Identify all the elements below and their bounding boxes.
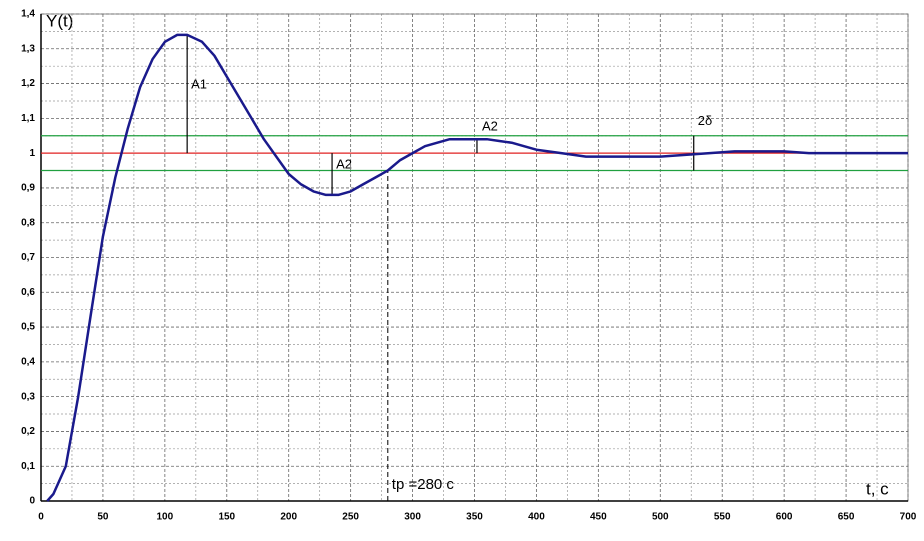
annotation: tp =280 c	[392, 476, 455, 493]
y-tick-label: 1,1	[21, 113, 35, 124]
x-tick-label: 300	[404, 512, 421, 523]
y-tick-label: 0,7	[21, 252, 35, 263]
y-tick-label: 0,8	[21, 217, 35, 228]
y-tick-label: 1,2	[21, 78, 35, 89]
x-tick-label: 200	[280, 512, 297, 523]
x-tick-label: 150	[218, 512, 235, 523]
x-tick-label: 400	[528, 512, 545, 523]
y-axis-label: Y(t)	[46, 11, 73, 30]
x-tick-label: 650	[838, 512, 855, 523]
y-tick-label: 0,1	[21, 461, 35, 472]
x-tick-label: 250	[342, 512, 359, 523]
y-tick-label: 0,4	[21, 356, 35, 367]
x-tick-label: 550	[714, 512, 731, 523]
y-tick-label: 0,3	[21, 391, 35, 402]
annotation: A1	[191, 76, 207, 91]
y-tick-label: 1,4	[21, 9, 35, 20]
x-tick-label: 700	[900, 512, 917, 523]
x-tick-label: 600	[776, 512, 793, 523]
x-axis-label: t, c	[866, 479, 889, 498]
y-tick-label: 0,5	[21, 322, 35, 333]
y-tick-label: 0	[29, 496, 35, 507]
x-tick-label: 100	[157, 512, 174, 523]
x-tick-label: 500	[652, 512, 669, 523]
y-tick-label: 0,9	[21, 183, 35, 194]
y-tick-label: 0,2	[21, 426, 35, 437]
y-tick-label: 1,3	[21, 43, 35, 54]
annotation: A2	[336, 157, 352, 172]
data-line	[46, 33, 908, 502]
y-tick-label: 0,6	[21, 287, 35, 298]
x-tick-label: 0	[38, 512, 44, 523]
annotation: A2	[482, 119, 498, 134]
annotation: 2δ	[698, 113, 712, 128]
x-tick-label: 450	[590, 512, 607, 523]
x-tick-label: 50	[97, 512, 109, 523]
x-tick-label: 350	[466, 512, 483, 523]
y-tick-label: 1	[29, 148, 35, 159]
